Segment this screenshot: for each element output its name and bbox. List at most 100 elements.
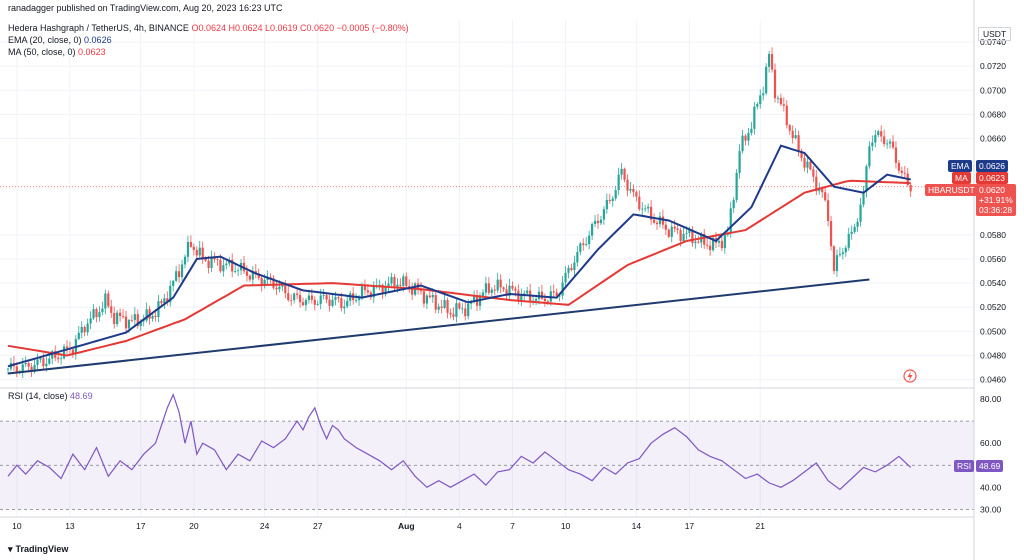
ema-tag-label: EMA [951, 161, 970, 171]
time-tick-label: 10 [12, 521, 22, 531]
candle-body [617, 174, 620, 191]
candle-body [573, 262, 576, 271]
candle-body [785, 105, 788, 126]
time-tick-label: 21 [756, 521, 766, 531]
candle-body [372, 286, 375, 298]
candle-body [296, 293, 299, 295]
candle-body [245, 271, 249, 276]
candle-body [449, 312, 452, 315]
candle-body [762, 93, 765, 96]
candle-body [856, 221, 859, 227]
symbol-name[interactable]: Hedera Hashgraph / TetherUS, 4h, BINANCE [8, 23, 189, 33]
candle-body [60, 358, 63, 360]
candle-body [45, 363, 48, 367]
candle-body [142, 320, 145, 322]
candle-body [269, 277, 272, 279]
price-tick-label: 0.0460 [980, 375, 1006, 385]
candle-body [897, 162, 900, 171]
time-tick-label: 14 [632, 521, 642, 531]
candle-body [272, 278, 275, 288]
candle-body [387, 283, 390, 287]
tradingview-logo[interactable]: ▾ TradingView [8, 544, 68, 555]
candle-body [552, 291, 555, 293]
candle-body [325, 295, 328, 300]
price-tick-label: 0.0660 [980, 134, 1006, 144]
candle-body [121, 316, 125, 317]
candle-body [346, 300, 349, 307]
candle-body [841, 252, 844, 255]
price-tick-label: 0.0540 [980, 278, 1006, 288]
ema-20-line [7, 144, 911, 368]
candle-body [703, 233, 706, 245]
candle-body [192, 246, 195, 250]
candle-body [51, 351, 54, 359]
candle-body [629, 188, 632, 191]
candle-body [827, 200, 830, 222]
rsi-tick-label: 60.00 [980, 438, 1002, 448]
candle-body [655, 222, 659, 225]
candle-body [670, 226, 673, 237]
candle-body [868, 146, 871, 167]
candle-body [732, 199, 735, 209]
last-price-tag: 0.0620 +31.91% 03:36:28 [976, 184, 1016, 216]
candle-body [697, 241, 700, 243]
candle-body [337, 297, 340, 299]
time-axis[interactable]: 10 13 17 20 24 27 Aug 4 7 10 14 17 21 [0, 516, 974, 531]
candle-body [39, 358, 42, 360]
candle-body [340, 298, 343, 309]
price-tick-label: 0.0580 [980, 230, 1006, 240]
candle-body [620, 168, 623, 175]
price-axis[interactable]: 0.0740 0.0720 0.0700 0.0680 0.0660 0.0580 0.05… [980, 37, 1006, 384]
lightning-icon[interactable] [903, 369, 917, 383]
candle-body [287, 293, 290, 301]
candle-body [579, 243, 582, 252]
time-tick-label: 27 [313, 521, 323, 531]
candle-body [77, 332, 80, 340]
price-tick-label: 0.0740 [980, 37, 1006, 47]
candle-body [293, 293, 296, 301]
candle-body [862, 191, 865, 205]
candle-body [723, 234, 726, 249]
candle-body [818, 188, 821, 192]
candle-body [694, 241, 697, 244]
ema-legend[interactable]: EMA (20, close, 0) 0.0626 [8, 34, 112, 46]
candle-body [107, 293, 110, 307]
rsi-legend[interactable]: RSI (14, close) 48.69 [8, 391, 93, 401]
candle-body [467, 303, 470, 317]
candle-body [180, 264, 184, 278]
ma-legend[interactable]: MA (50, close, 0) 0.0623 [8, 46, 106, 58]
rsi-tick-label: 80.00 [980, 394, 1002, 404]
candle-body [343, 306, 346, 309]
candle-body [405, 276, 408, 287]
candle-body [172, 280, 175, 286]
candle-body [558, 295, 561, 297]
candle-body [815, 176, 818, 192]
candle-body [661, 216, 664, 225]
currency-label[interactable]: USDT [978, 27, 1012, 41]
candle-body [797, 135, 800, 151]
candle-body [608, 200, 611, 202]
candle-body [116, 312, 119, 325]
candle-body [119, 312, 122, 317]
candle-body [251, 271, 254, 280]
candle-body [160, 301, 163, 304]
horizontal-gridlines [0, 41, 974, 381]
candle-body [865, 166, 868, 192]
candle-body [664, 224, 667, 230]
candle-body [80, 326, 83, 333]
candle-body [623, 168, 626, 180]
candle-body [65, 346, 69, 349]
trend-line[interactable] [7, 278, 870, 375]
candle-body [319, 295, 322, 304]
candle-body [275, 287, 278, 290]
candle-body [647, 206, 650, 209]
candle-body [614, 190, 617, 199]
candle-body [446, 300, 449, 313]
rsi-axis[interactable]: 80.00 60.00 40.00 30.00 [980, 394, 1002, 514]
candle-body [534, 298, 538, 301]
candle-body [257, 273, 260, 278]
candle-body [213, 257, 216, 260]
ma-legend-value: 0.0623 [78, 47, 106, 57]
candle-body [585, 244, 588, 245]
